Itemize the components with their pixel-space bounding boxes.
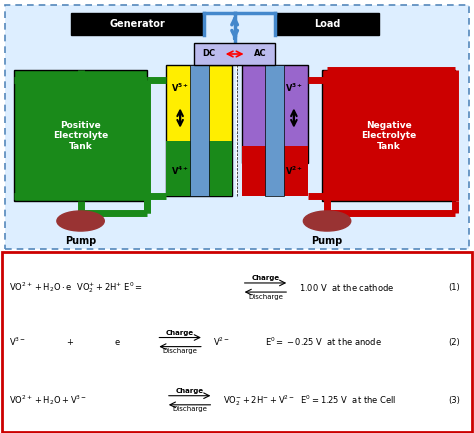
Bar [322,70,455,201]
Text: Pump: Pump [311,236,343,246]
Text: $\mathbf{V^{3+}}$: $\mathbf{V^{3+}}$ [285,82,303,94]
Text: $\mathrm{VO}^{2+}+\mathrm{H_2O}+\mathrm{V}^{3-}$: $\mathrm{VO}^{2+}+\mathrm{H_2O}+\mathrm{… [9,393,88,407]
Bar [14,70,147,201]
Ellipse shape [57,211,104,231]
Text: $\mathbf{V^{4+}}$: $\mathbf{V^{4+}}$ [171,165,189,177]
Text: Pump: Pump [65,236,96,246]
Text: (1): (1) [448,283,460,292]
Text: $\mathbf{V^{2+}}$: $\mathbf{V^{2+}}$ [285,165,303,177]
Bar [194,43,275,65]
Text: (2): (2) [448,338,460,346]
Bar [190,65,209,196]
Text: $\mathrm{V^{3-}}$: $\mathrm{V^{3-}}$ [9,336,27,348]
Text: $\mathrm{VO}^{2+}+\mathrm{H_2O\cdot e}\ \ \mathrm{VO_2^{+}}+\mathrm{2H^{+}}\ \ma: $\mathrm{VO}^{2+}+\mathrm{H_2O\cdot e}\ … [9,280,143,295]
Text: Generator: Generator [109,19,165,29]
Bar [166,65,232,196]
Text: AC: AC [255,49,267,58]
Text: Negative
Electrolyte
Tank: Negative Electrolyte Tank [361,121,416,151]
Text: (3): (3) [448,396,460,405]
Bar [71,13,204,35]
Text: $\mathrm{VO_2^{-}}+\mathrm{2H^{-}}+\mathrm{V}^{2-}\ \ \mathrm{E^0}=\mathrm{1.25\: $\mathrm{VO_2^{-}}+\mathrm{2H^{-}}+\math… [223,393,396,408]
Text: Load: Load [314,19,340,29]
Bar [275,13,379,35]
Text: $\mathbf{V^{5+}}$: $\mathbf{V^{5+}}$ [171,82,189,94]
Text: Discharge: Discharge [172,406,207,412]
Text: $\mathrm{e}$: $\mathrm{e}$ [114,338,120,346]
Text: $+$: $+$ [66,337,74,347]
Ellipse shape [303,211,351,231]
Text: Positive
Electrolyte
Tank: Positive Electrolyte Tank [53,121,108,151]
Bar [242,65,308,163]
Text: Discharge: Discharge [163,348,198,354]
Text: Discharge: Discharge [248,294,283,300]
Bar [265,65,284,196]
Text: $\mathrm{E^0}=-0.25\ \mathrm{V}$  at the anode: $\mathrm{E^0}=-0.25\ \mathrm{V}$ at the … [265,336,383,348]
Text: $\mathrm{V^{2-}}$: $\mathrm{V^{2-}}$ [213,336,230,348]
FancyBboxPatch shape [5,5,469,249]
Text: $\mathrm{1.00\ V}$  at the cathode: $\mathrm{1.00\ V}$ at the cathode [299,282,394,293]
Text: Charge: Charge [251,275,280,281]
Text: Charge: Charge [175,388,204,394]
Text: DC: DC [202,49,215,58]
Text: Charge: Charge [166,330,194,336]
Bar [166,141,232,196]
Bar [242,145,308,196]
